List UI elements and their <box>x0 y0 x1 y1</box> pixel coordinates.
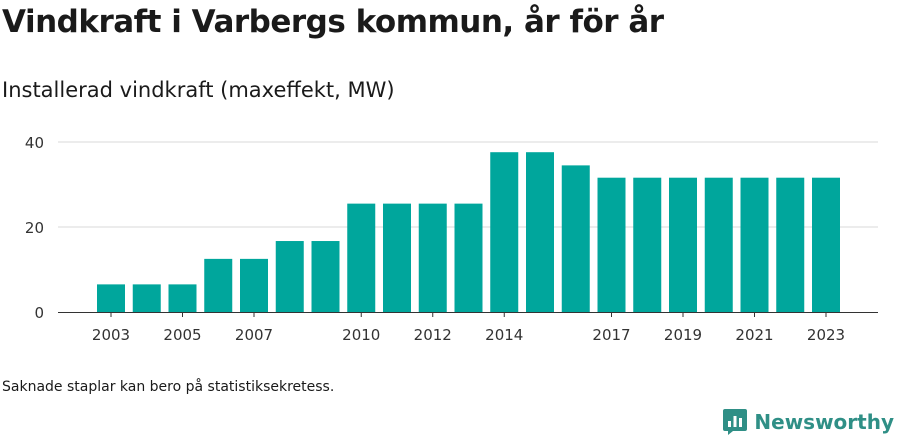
bar-2003 <box>97 284 125 312</box>
brand-name: Newsworthy <box>754 410 894 434</box>
bar-2023 <box>812 177 840 312</box>
bar-2007 <box>240 258 268 312</box>
y-tick-label: 40 <box>25 134 44 152</box>
x-tick-label: 2014 <box>485 326 523 344</box>
bar-2012 <box>418 203 447 312</box>
bar-2006 <box>204 258 233 312</box>
x-tick-label: 2010 <box>342 326 380 344</box>
bar-2019 <box>669 177 697 312</box>
bar-2016 <box>561 165 590 312</box>
bar-2010 <box>347 203 376 312</box>
bar-2015 <box>526 152 554 312</box>
x-tick-label: 2007 <box>235 326 273 344</box>
chart-subtitle: Installerad vindkraft (maxeffekt, MW) <box>2 78 395 102</box>
newsworthy-logo-icon <box>723 409 748 435</box>
y-tick-label: 0 <box>34 304 44 322</box>
bar-2009 <box>311 241 340 312</box>
bar-2020 <box>704 177 733 312</box>
bar-2005 <box>168 284 197 312</box>
bar-2004 <box>132 284 161 312</box>
x-axis-ticks: 2003 2005 2007 2010 2012 2014 2017 2019 2021 2023 <box>92 312 845 344</box>
bar-2022 <box>776 177 805 312</box>
footnote: Saknade staplar kan bero på statistiksek… <box>2 379 335 395</box>
x-tick-label: 2003 <box>92 326 130 344</box>
bar-2018 <box>633 177 662 312</box>
x-tick-label: 2019 <box>664 326 702 344</box>
y-tick-label: 20 <box>25 219 44 237</box>
x-tick-label: 2005 <box>163 326 201 344</box>
bar-2013 <box>454 203 483 312</box>
x-tick-label: 2012 <box>414 326 452 344</box>
bars <box>97 152 840 312</box>
brand-logo: Newsworthy <box>722 408 894 436</box>
x-tick-label: 2023 <box>807 326 845 344</box>
chart-title: Vindkraft i Varbergs kommun, år för år <box>2 4 664 40</box>
x-tick-label: 2017 <box>592 326 630 344</box>
bar-2014 <box>490 152 519 312</box>
bar-2008 <box>275 241 304 312</box>
x-tick-label: 2021 <box>735 326 773 344</box>
bar-2017 <box>597 177 626 312</box>
bar-2021 <box>740 177 769 312</box>
bar-2011 <box>383 203 411 312</box>
y-axis-ticks: 0 20 40 <box>25 134 44 322</box>
